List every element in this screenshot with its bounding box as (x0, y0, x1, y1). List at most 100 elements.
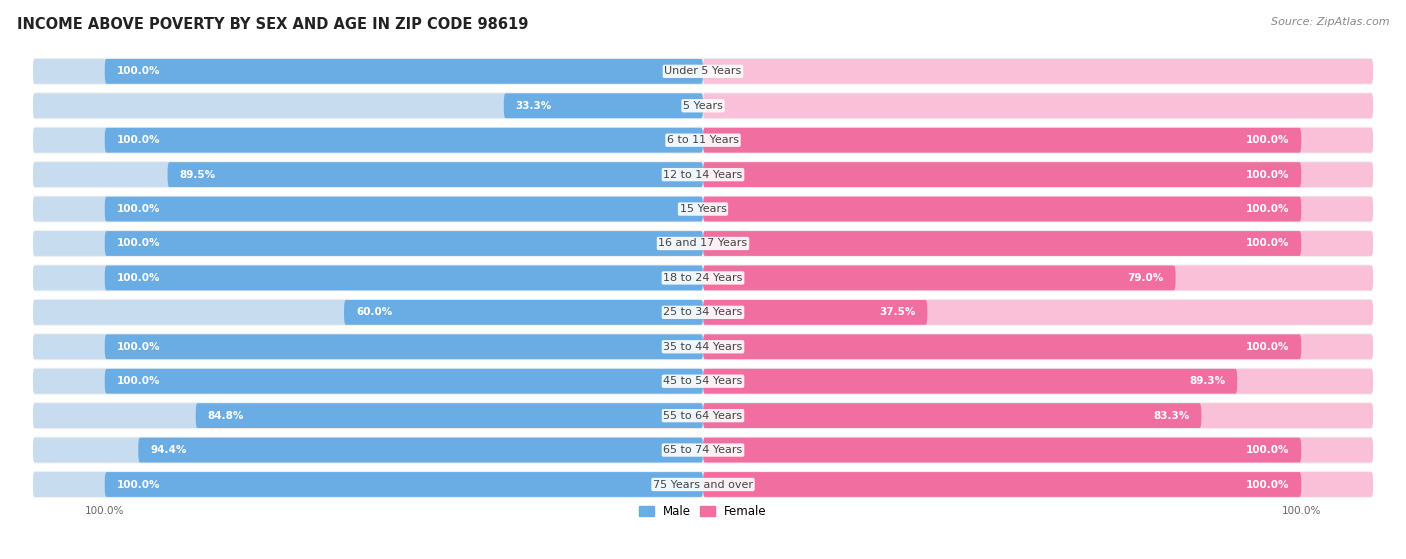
FancyBboxPatch shape (104, 59, 703, 84)
Legend: Male, Female: Male, Female (634, 500, 772, 523)
Text: 100.0%: 100.0% (117, 273, 160, 283)
FancyBboxPatch shape (32, 59, 703, 84)
Text: 18 to 24 Years: 18 to 24 Years (664, 273, 742, 283)
FancyBboxPatch shape (703, 128, 1374, 153)
Text: 100.0%: 100.0% (117, 135, 160, 145)
FancyBboxPatch shape (32, 300, 703, 325)
Text: 100.0%: 100.0% (117, 204, 160, 214)
FancyBboxPatch shape (138, 438, 703, 462)
FancyBboxPatch shape (32, 196, 1374, 222)
FancyBboxPatch shape (703, 197, 1374, 221)
FancyBboxPatch shape (703, 266, 1374, 290)
Text: 75 Years and over: 75 Years and over (652, 480, 754, 490)
Text: 89.3%: 89.3% (1189, 376, 1225, 386)
FancyBboxPatch shape (32, 403, 703, 428)
Text: 25 to 34 Years: 25 to 34 Years (664, 307, 742, 318)
Text: 89.5%: 89.5% (180, 169, 215, 179)
FancyBboxPatch shape (32, 333, 1374, 360)
Text: 100.0%: 100.0% (117, 67, 160, 77)
FancyBboxPatch shape (32, 162, 703, 187)
FancyBboxPatch shape (703, 300, 928, 325)
FancyBboxPatch shape (703, 403, 1374, 428)
Text: 100.0%: 100.0% (1246, 239, 1289, 249)
Text: 55 to 64 Years: 55 to 64 Years (664, 411, 742, 420)
FancyBboxPatch shape (703, 369, 1237, 394)
Text: 100.0%: 100.0% (117, 480, 160, 490)
Text: 37.5%: 37.5% (879, 307, 915, 318)
FancyBboxPatch shape (32, 368, 1374, 395)
FancyBboxPatch shape (703, 59, 1374, 84)
FancyBboxPatch shape (703, 438, 1302, 462)
FancyBboxPatch shape (32, 264, 1374, 291)
FancyBboxPatch shape (32, 471, 1374, 498)
Text: 100.0%: 100.0% (1246, 342, 1289, 352)
Text: 100.0%: 100.0% (1246, 135, 1289, 145)
Text: 16 and 17 Years: 16 and 17 Years (658, 239, 748, 249)
Text: 100.0%: 100.0% (1246, 169, 1289, 179)
Text: 100.0%: 100.0% (117, 342, 160, 352)
FancyBboxPatch shape (32, 93, 703, 118)
FancyBboxPatch shape (703, 231, 1374, 256)
FancyBboxPatch shape (32, 299, 1374, 326)
Text: 83.3%: 83.3% (1153, 411, 1189, 420)
FancyBboxPatch shape (32, 437, 1374, 463)
FancyBboxPatch shape (703, 128, 1302, 153)
Text: 84.8%: 84.8% (208, 411, 245, 420)
FancyBboxPatch shape (503, 93, 703, 118)
FancyBboxPatch shape (32, 266, 703, 290)
FancyBboxPatch shape (703, 197, 1302, 221)
FancyBboxPatch shape (32, 231, 703, 256)
FancyBboxPatch shape (703, 266, 1175, 290)
FancyBboxPatch shape (167, 162, 703, 187)
FancyBboxPatch shape (703, 472, 1302, 497)
FancyBboxPatch shape (104, 472, 703, 497)
Text: 45 to 54 Years: 45 to 54 Years (664, 376, 742, 386)
Text: 65 to 74 Years: 65 to 74 Years (664, 445, 742, 455)
FancyBboxPatch shape (195, 403, 703, 428)
Text: 100.0%: 100.0% (1246, 480, 1289, 490)
FancyBboxPatch shape (104, 369, 703, 394)
FancyBboxPatch shape (104, 231, 703, 256)
FancyBboxPatch shape (703, 403, 1201, 428)
FancyBboxPatch shape (703, 438, 1374, 462)
Text: 33.3%: 33.3% (516, 101, 553, 111)
FancyBboxPatch shape (32, 128, 703, 153)
Text: 100.0%: 100.0% (117, 376, 160, 386)
FancyBboxPatch shape (104, 334, 703, 359)
Text: 12 to 14 Years: 12 to 14 Years (664, 169, 742, 179)
Text: 100.0%: 100.0% (1246, 204, 1289, 214)
FancyBboxPatch shape (32, 58, 1374, 85)
FancyBboxPatch shape (32, 230, 1374, 257)
FancyBboxPatch shape (32, 92, 1374, 119)
Text: 94.4%: 94.4% (150, 445, 187, 455)
FancyBboxPatch shape (32, 402, 1374, 429)
FancyBboxPatch shape (32, 369, 703, 394)
FancyBboxPatch shape (32, 438, 703, 462)
FancyBboxPatch shape (104, 128, 703, 153)
FancyBboxPatch shape (703, 300, 1374, 325)
FancyBboxPatch shape (32, 161, 1374, 188)
FancyBboxPatch shape (703, 334, 1374, 359)
FancyBboxPatch shape (703, 472, 1374, 497)
FancyBboxPatch shape (703, 369, 1374, 394)
Text: Source: ZipAtlas.com: Source: ZipAtlas.com (1271, 17, 1389, 27)
FancyBboxPatch shape (703, 162, 1374, 187)
FancyBboxPatch shape (703, 93, 1374, 118)
FancyBboxPatch shape (104, 197, 703, 221)
Text: 60.0%: 60.0% (356, 307, 392, 318)
Text: 79.0%: 79.0% (1128, 273, 1164, 283)
FancyBboxPatch shape (344, 300, 703, 325)
Text: 5 Years: 5 Years (683, 101, 723, 111)
FancyBboxPatch shape (703, 231, 1302, 256)
Text: 100.0%: 100.0% (117, 239, 160, 249)
Text: 6 to 11 Years: 6 to 11 Years (666, 135, 740, 145)
FancyBboxPatch shape (104, 266, 703, 290)
FancyBboxPatch shape (703, 334, 1302, 359)
FancyBboxPatch shape (32, 197, 703, 221)
FancyBboxPatch shape (703, 162, 1302, 187)
Text: 35 to 44 Years: 35 to 44 Years (664, 342, 742, 352)
FancyBboxPatch shape (32, 472, 703, 497)
Text: Under 5 Years: Under 5 Years (665, 67, 741, 77)
Text: 15 Years: 15 Years (679, 204, 727, 214)
FancyBboxPatch shape (32, 127, 1374, 154)
